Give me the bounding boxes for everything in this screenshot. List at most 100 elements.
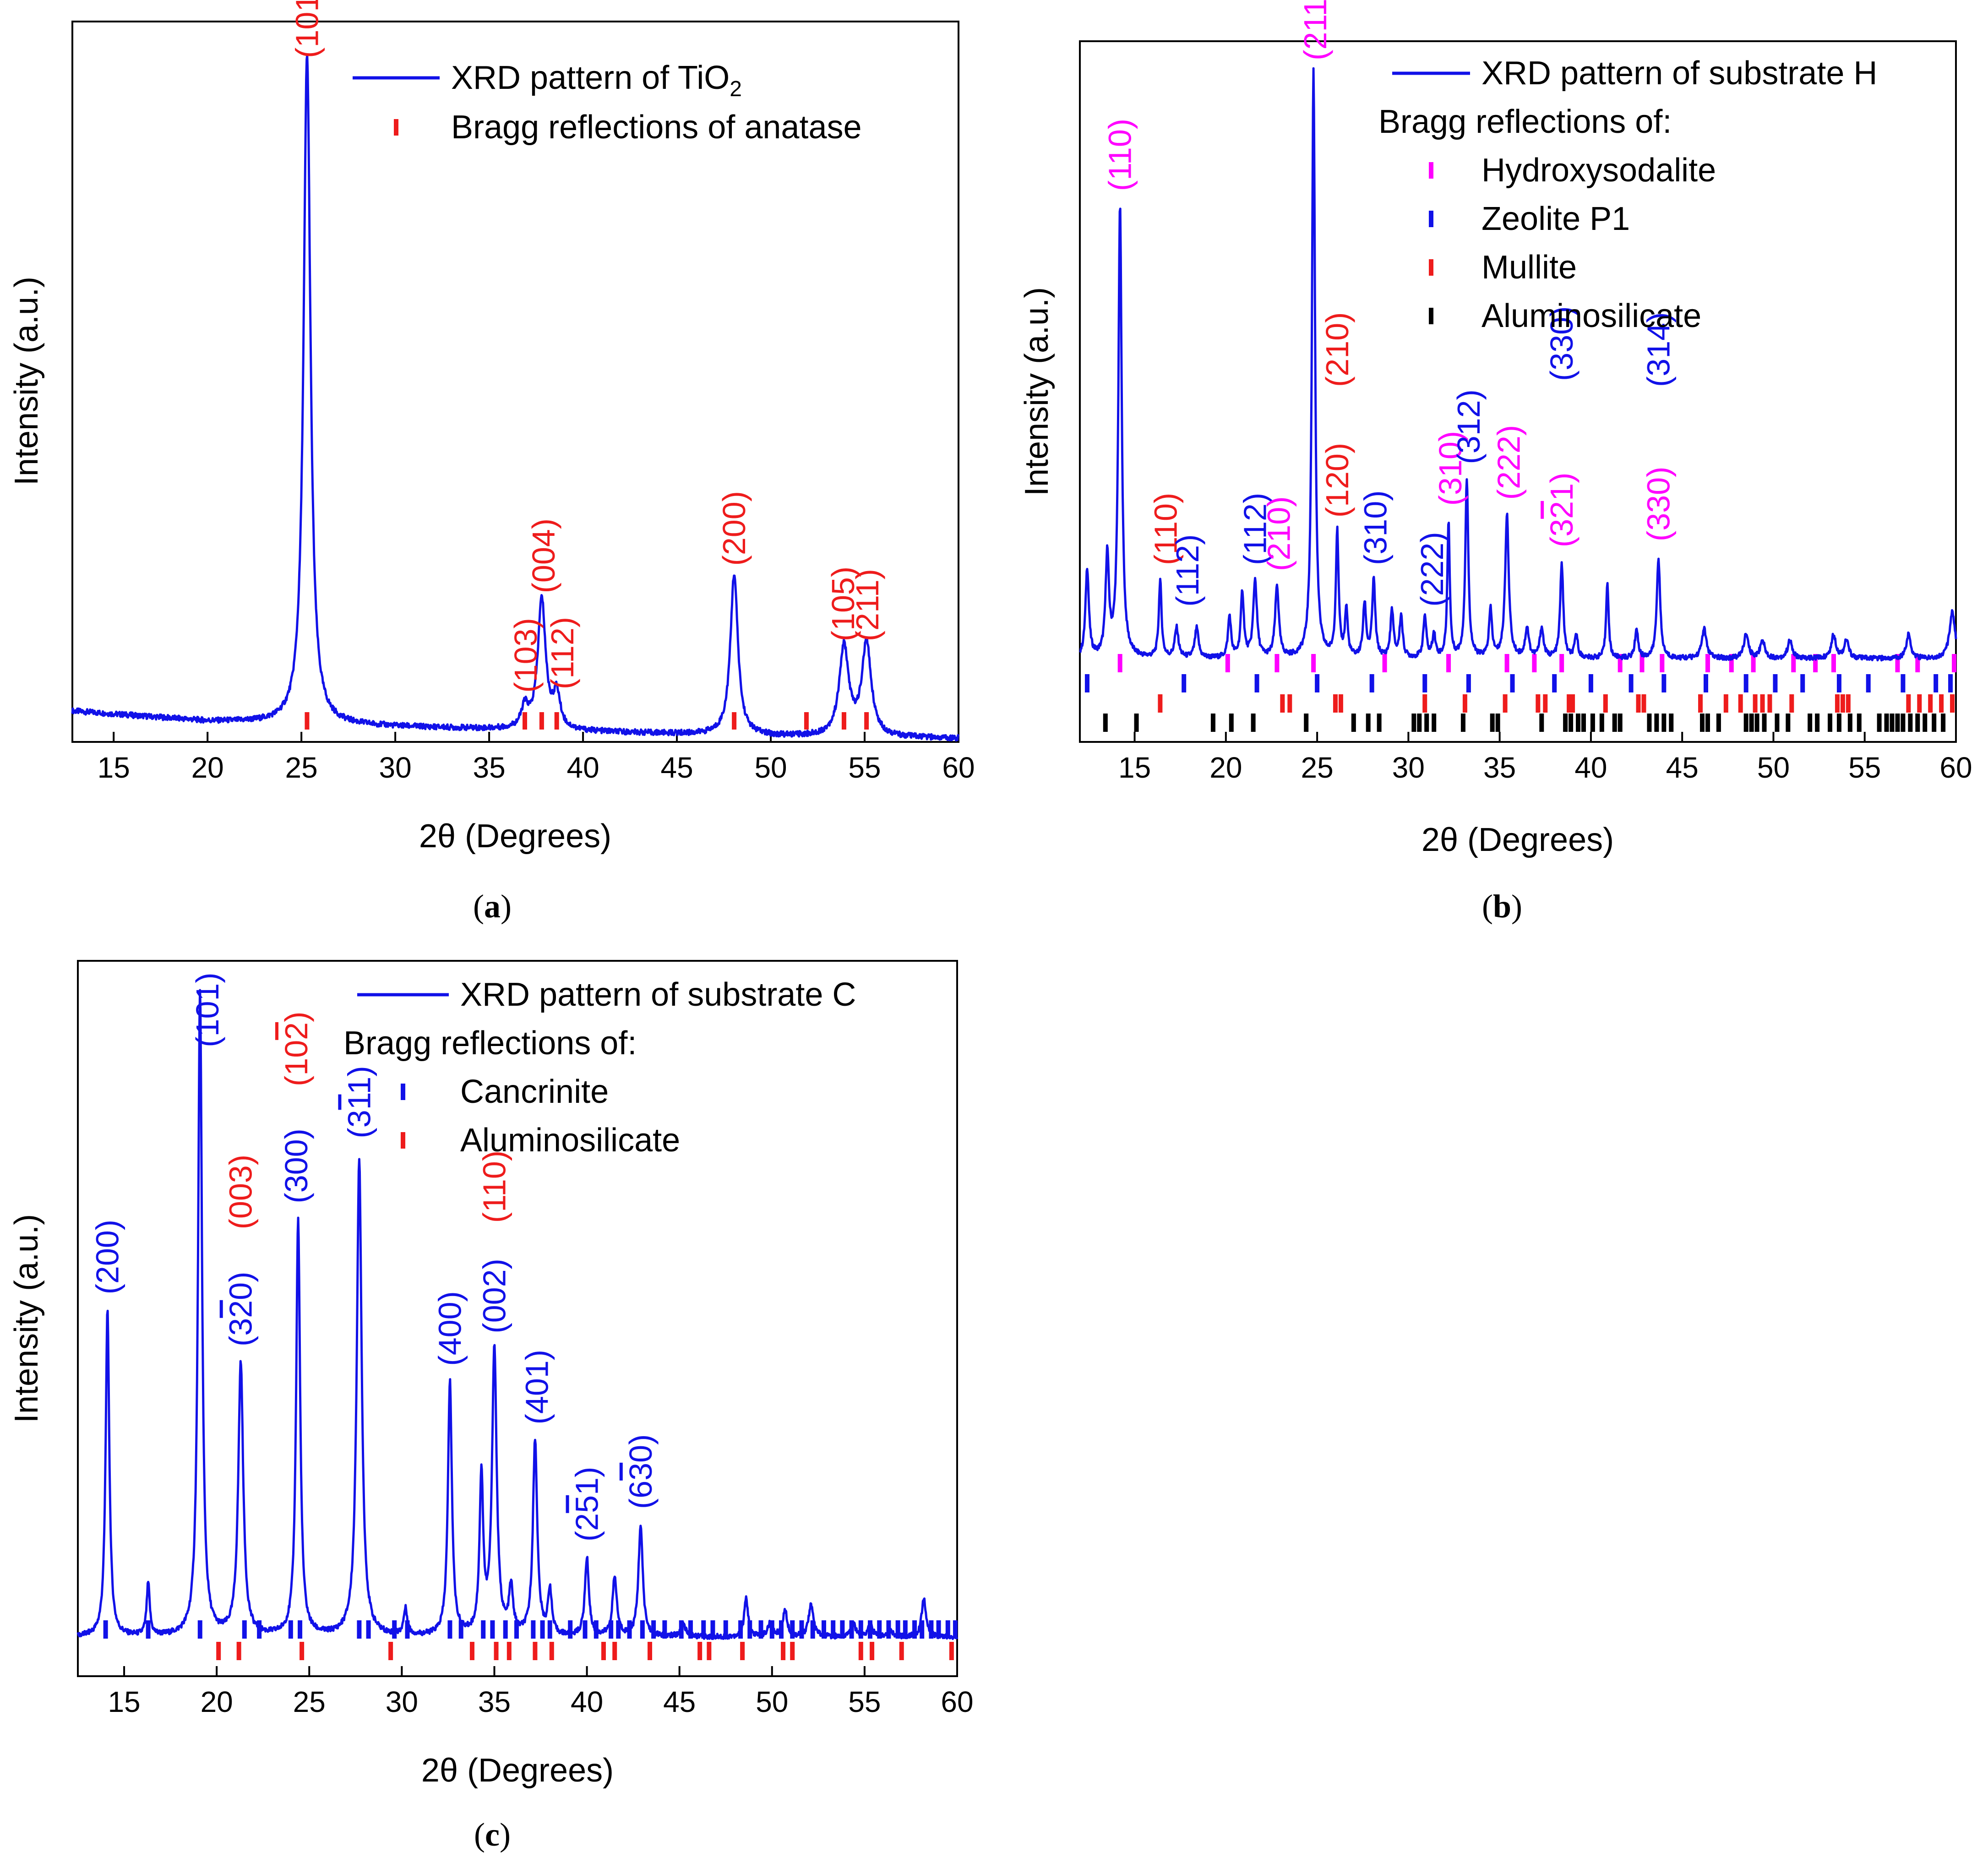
bragg-reflection-tick bbox=[547, 1620, 552, 1639]
peak-label: (312) bbox=[1451, 389, 1487, 464]
peak-label: (311) bbox=[341, 1066, 377, 1138]
bragg-reflection-tick bbox=[936, 1620, 941, 1639]
panel-a-chart: 15 20 25 30 35 40 45 50 55 60 (101) (103) (004) (112… bbox=[8, 0, 975, 855]
bragg-reflection-tick bbox=[612, 1642, 617, 1660]
bragg-reflection-tick bbox=[858, 1642, 863, 1660]
bragg-reflection-tick bbox=[1934, 674, 1939, 692]
peak-label: (310) bbox=[1432, 431, 1468, 506]
bragg-reflection-tick bbox=[1117, 654, 1122, 672]
panel-b-x-axis-label: 2θ (Degrees) bbox=[1422, 822, 1614, 858]
bragg-reflection-tick bbox=[1703, 674, 1708, 692]
bragg-reflection-tick bbox=[494, 1642, 499, 1660]
bragg-reflection-tick bbox=[640, 1620, 645, 1639]
peak-label: (003) bbox=[223, 1155, 259, 1229]
caption-c-letter: c bbox=[485, 1816, 500, 1853]
panel-c-x-ticks: 15 20 25 30 35 40 45 50 55 60 bbox=[108, 1666, 974, 1718]
legend-label: XRD pattern of substrate H bbox=[1481, 55, 1877, 92]
legend-heading: Bragg reflections of: bbox=[1378, 104, 1672, 140]
bragg-reflection-tick bbox=[1588, 674, 1593, 692]
bragg-reflection-tick bbox=[1660, 654, 1665, 672]
x-tick-label: 30 bbox=[386, 1685, 418, 1718]
bragg-reflection-tick bbox=[1559, 654, 1564, 672]
bragg-reflection-tick bbox=[1618, 654, 1623, 672]
bragg-reflection-tick bbox=[583, 1620, 588, 1639]
bragg-reflection-tick bbox=[539, 712, 544, 730]
bragg-reflection-tick bbox=[481, 1620, 486, 1639]
x-tick-label: 35 bbox=[1483, 751, 1516, 784]
bragg-reflection-tick bbox=[366, 1620, 371, 1639]
x-tick-label: 35 bbox=[478, 1685, 511, 1718]
bragg-reflection-tick bbox=[710, 1620, 715, 1639]
bragg-reflection-tick bbox=[1751, 654, 1756, 672]
bragg-reflection-tick bbox=[1504, 654, 1509, 672]
bragg-reflection-tick bbox=[1422, 694, 1427, 713]
bragg-reflection-tick bbox=[841, 712, 846, 730]
peak-label: (120) bbox=[1319, 443, 1355, 518]
bragg-reflection-tick bbox=[305, 712, 310, 730]
legend-label: Hydroxysodalite bbox=[1481, 152, 1716, 189]
bragg-reflection-tick bbox=[707, 1642, 712, 1660]
peak-label: (112) bbox=[1237, 493, 1273, 565]
bragg-reflection-tick bbox=[103, 1620, 108, 1639]
bragg-reflection-tick bbox=[288, 1620, 293, 1639]
bragg-reflection-tick bbox=[1377, 714, 1382, 732]
bragg-reflection-tick bbox=[1462, 694, 1467, 713]
x-tick-label: 60 bbox=[1939, 751, 1972, 784]
x-tick-label: 25 bbox=[1301, 751, 1334, 784]
bragg-reflection-tick bbox=[1877, 714, 1882, 732]
bragg-reflection-tick bbox=[1543, 694, 1548, 713]
legend-tick-swatch bbox=[1429, 308, 1433, 324]
bragg-reflection-tick bbox=[1738, 694, 1743, 713]
bragg-reflection-tick bbox=[781, 1642, 786, 1660]
panel-a-y-axis-label: Intensity (a.u.) bbox=[8, 277, 45, 485]
caption-a: (a) bbox=[473, 888, 512, 925]
bragg-reflection-tick bbox=[1789, 694, 1794, 713]
peak-label: (630) bbox=[623, 1434, 659, 1509]
bragg-reflection-tick bbox=[740, 1642, 745, 1660]
bragg-reflection-tick bbox=[868, 1620, 873, 1639]
bragg-reflection-tick bbox=[1158, 694, 1163, 713]
caption-b: (b) bbox=[1482, 888, 1522, 925]
peak-label: (320) bbox=[223, 1272, 259, 1346]
panel-a-legend: XRD pattern of TiO2 Bragg reflections of … bbox=[353, 60, 862, 146]
peak-label: (110) bbox=[476, 1150, 512, 1223]
bragg-reflection-tick bbox=[929, 1620, 934, 1639]
bragg-reflection-tick bbox=[1603, 694, 1608, 713]
peak-label: (222) bbox=[1414, 532, 1450, 606]
panel-c-bragg-ticks bbox=[103, 1620, 958, 1660]
bragg-reflection-tick bbox=[1928, 694, 1933, 713]
caption-c: (c) bbox=[474, 1816, 511, 1853]
peak-label: (314) bbox=[1640, 312, 1676, 387]
bragg-reflection-tick bbox=[1532, 654, 1537, 672]
peak-label: (300) bbox=[278, 1128, 314, 1203]
x-tick-label: 25 bbox=[293, 1685, 326, 1718]
legend-tick-swatch bbox=[1429, 162, 1433, 179]
bragg-reflection-tick bbox=[1917, 694, 1922, 713]
peak-label: (222) bbox=[1491, 425, 1527, 500]
panel-a-x-ticks: 15 20 25 30 35 40 45 50 55 60 bbox=[98, 732, 975, 784]
peak-label: (102) bbox=[278, 1012, 314, 1086]
bragg-reflection-tick bbox=[540, 1620, 545, 1639]
bragg-reflection-tick bbox=[1749, 714, 1754, 732]
bragg-reflection-tick bbox=[1351, 714, 1356, 732]
bragg-reflection-tick bbox=[1815, 714, 1820, 732]
bragg-reflection-tick bbox=[1828, 714, 1833, 732]
bragg-reflection-tick bbox=[1618, 714, 1623, 732]
bragg-reflection-tick bbox=[1576, 714, 1581, 732]
bragg-reflection-tick bbox=[831, 1620, 836, 1639]
panel-b-plot-frame bbox=[1079, 40, 1957, 743]
bragg-reflection-tick bbox=[1705, 714, 1710, 732]
x-tick-label: 20 bbox=[191, 751, 224, 784]
peak-label: (101) bbox=[190, 972, 225, 1047]
legend-label: Aluminosilicate bbox=[1481, 298, 1701, 334]
bragg-reflection-tick bbox=[1084, 674, 1089, 692]
legend-heading: Bragg reflections of: bbox=[343, 1025, 637, 1062]
bragg-reflection-tick bbox=[554, 712, 559, 730]
bragg-reflection-tick bbox=[1948, 674, 1953, 692]
legend-tick-swatch bbox=[401, 1132, 405, 1149]
bragg-reflection-tick bbox=[1629, 674, 1634, 692]
bragg-reflection-tick bbox=[1669, 714, 1674, 732]
bragg-reflection-tick bbox=[1570, 694, 1575, 713]
